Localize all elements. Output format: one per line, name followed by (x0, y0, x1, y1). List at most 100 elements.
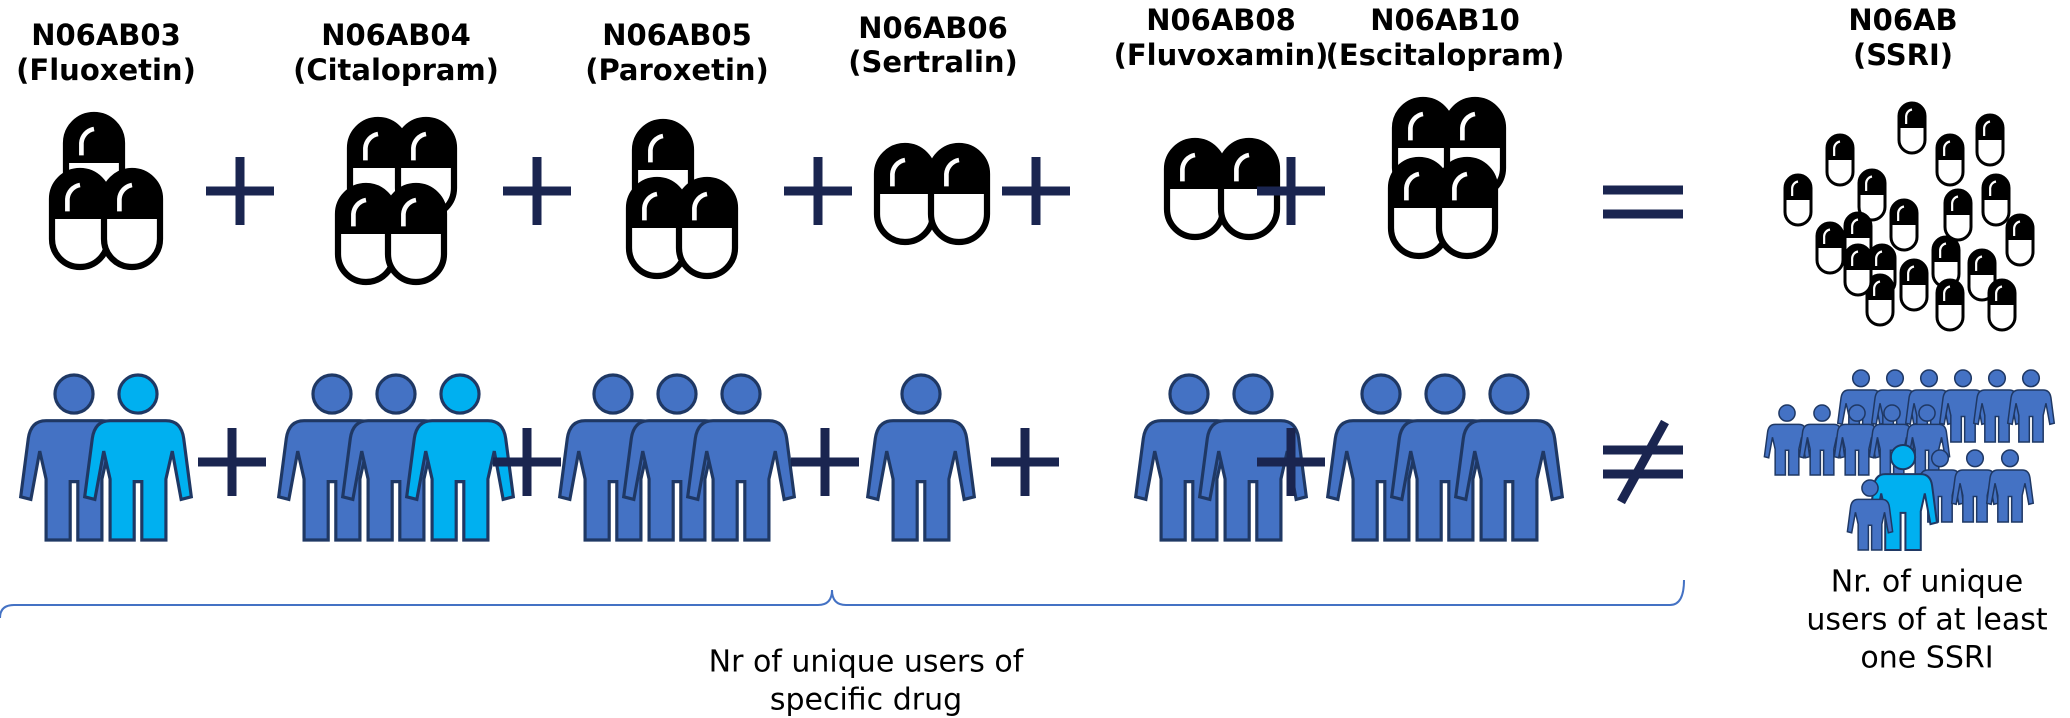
person-head (1889, 443, 1917, 471)
person-head (439, 373, 481, 415)
pill-shine (1943, 285, 1951, 301)
drug-name: (Sertralin) (848, 45, 1018, 79)
pill-shine (1875, 250, 1883, 266)
person-body (1197, 419, 1309, 542)
pill-icon (1935, 133, 1965, 187)
drug-name: (Escitalopram) (1326, 38, 1565, 72)
person-icon (1985, 449, 2035, 523)
person-head (117, 373, 159, 415)
total-code: N06AB (1848, 3, 1957, 37)
person-head (1488, 373, 1530, 415)
pill-shine (363, 131, 379, 161)
operator-plus (198, 428, 266, 496)
pill-shine (1897, 205, 1905, 221)
drug-name: (Fluoxetin) (16, 53, 196, 87)
person-head (1930, 449, 1950, 468)
pill-shine (79, 126, 95, 156)
pill-top (1899, 103, 1925, 128)
drug-name: (Fluvoxamin) (1114, 38, 1329, 72)
pill-top (1859, 170, 1885, 195)
total-name: (SSRI) (1853, 38, 1953, 72)
pill-icon (1163, 137, 1227, 241)
drug-code: N06AB06 (858, 11, 1008, 45)
person-head (592, 373, 634, 415)
pill-icon (48, 167, 112, 271)
operator-plus (791, 428, 859, 496)
pill-shine (1234, 152, 1250, 182)
pill-top (1817, 223, 1843, 248)
operator-plus (784, 157, 852, 225)
person-body (865, 419, 977, 542)
person-body (1453, 419, 1565, 542)
pill-shine (351, 197, 367, 227)
person-head (311, 373, 353, 415)
operator-plus (206, 157, 274, 225)
person-head (1851, 369, 1871, 388)
pill-shine (401, 197, 417, 227)
person-icon (865, 373, 977, 542)
person-body (2006, 389, 2056, 443)
pill-shine (1907, 265, 1915, 281)
pill-shine (642, 191, 658, 221)
pill-icon (1967, 248, 1997, 302)
person-icon (1833, 404, 1881, 476)
pill-shine (1943, 140, 1951, 156)
person-icon (1950, 449, 2000, 523)
person-body (1846, 498, 1894, 551)
pill-top (1891, 200, 1917, 225)
person-head (1918, 404, 1936, 422)
person-head (375, 373, 417, 415)
pill-icon (1857, 168, 1887, 222)
pill-icon (100, 167, 164, 271)
pill-top (1845, 245, 1871, 270)
operator-plus (1002, 157, 1070, 225)
person-body (1867, 473, 1939, 552)
pill-shine (1404, 171, 1420, 201)
pill-shine (1905, 108, 1913, 124)
person-icon (1453, 373, 1565, 542)
pill-icon (675, 176, 739, 280)
pill-icon (927, 142, 991, 246)
drug-code: N06AB04 (321, 18, 471, 52)
drug-name: (Paroxetin) (585, 53, 769, 87)
pill-icon (1897, 101, 1927, 155)
drug-code: N06AB05 (602, 18, 752, 52)
pill-icon (394, 116, 458, 220)
pill-icon (384, 182, 448, 286)
pill-top (1945, 190, 1971, 215)
caption-specific: specific drug (770, 683, 962, 718)
operator-plus (493, 428, 561, 496)
pill-shine (1851, 218, 1859, 234)
pill-shine (1460, 111, 1476, 141)
pill-shine (1865, 175, 1873, 191)
pill-shine (944, 157, 960, 187)
pill-shine (1823, 228, 1831, 244)
pill-top (1937, 280, 1963, 305)
pill-icon (1889, 198, 1919, 252)
person-head (1861, 479, 1879, 497)
person-body (404, 419, 516, 542)
pill-shine (1939, 242, 1947, 258)
person-icon (685, 373, 797, 542)
pill-top (1989, 280, 2015, 305)
pill-shine (1975, 255, 1983, 271)
pill-icon (1931, 235, 1961, 289)
person-head (900, 373, 942, 415)
person-icon (2006, 369, 2056, 443)
person-head (1813, 404, 1831, 422)
person-icon (404, 373, 516, 542)
person-head (1360, 373, 1402, 415)
pill-top (1983, 175, 2009, 200)
pill-shine (1983, 120, 1991, 136)
pill-top (1969, 250, 1995, 275)
pill-icon (1943, 188, 1973, 242)
pill-top (1869, 245, 1895, 270)
caption-total: Nr. of unique (1831, 565, 2023, 600)
pill-icon (1843, 243, 1873, 297)
person-icon (1197, 373, 1309, 542)
person-head (1232, 373, 1274, 415)
pill-shine (1851, 250, 1859, 266)
person-body (82, 419, 194, 542)
person-head (1987, 369, 2007, 388)
